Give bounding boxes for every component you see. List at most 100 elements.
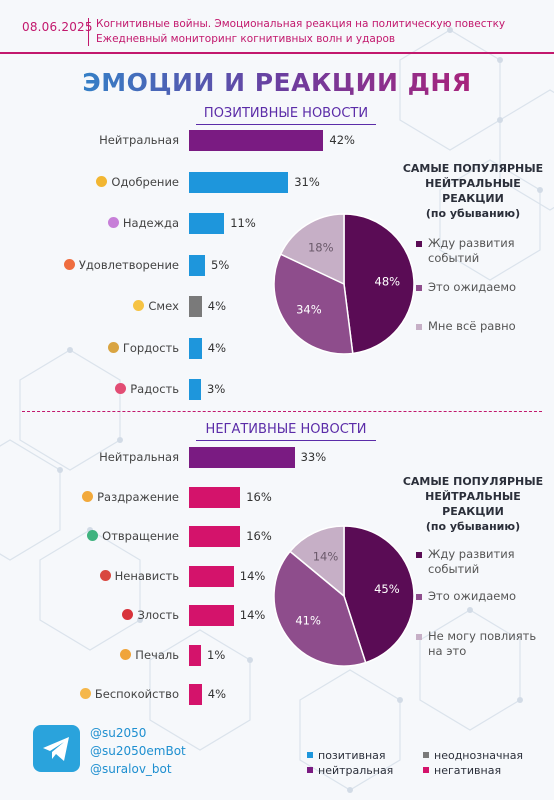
bar — [189, 213, 225, 234]
pie-legend-label: Мне всё равно — [428, 319, 516, 333]
bar-value-label: 16% — [246, 529, 272, 543]
header-subtitle-line1: Когнитивные войны. Эмоциональная реакция… — [96, 18, 506, 30]
pie-legend-label: Это ожидаемо — [428, 589, 517, 603]
bar-category-text: Раздражение — [97, 489, 179, 504]
legend-item-neutral: нейтральная — [307, 764, 393, 777]
negative-section-title: НЕГАТИВНЫЕ НОВОСТИ — [205, 422, 367, 437]
pie-value-label: 45% — [374, 582, 400, 596]
bar-value-label: 3% — [207, 382, 226, 396]
irritated-face-icon — [82, 490, 94, 502]
bar-category-text: Отвращение — [102, 529, 179, 543]
header-date: 08.06.2025 — [22, 20, 93, 34]
gift-icon — [115, 383, 127, 394]
pie-slice — [343, 213, 415, 355]
praying-hands-icon — [107, 217, 119, 228]
legend-swatch — [423, 767, 429, 773]
section-divider — [22, 411, 542, 412]
bar-category-label: Удовлетворение — [63, 257, 179, 272]
pie-legend-swatch — [416, 552, 422, 558]
pie-legend-item: Это ожидаемо — [416, 280, 546, 295]
negative-pie-title-line1: САМЫЕ ПОПУЛЯРНЫЕ — [402, 475, 544, 488]
bar-value-label: 33% — [300, 450, 327, 464]
legend-item-positive: позитивная — [307, 749, 386, 762]
bar-category-text: Одобрение — [111, 174, 179, 189]
bar-value-label: 1% — [207, 647, 226, 662]
positive-pie-title-line1: САМЫЕ ПОПУЛЯРНЫЕ — [402, 162, 544, 175]
pie-slice — [343, 525, 415, 664]
bar-category-label: Раздражение — [82, 490, 179, 504]
paper-plane-icon — [43, 737, 69, 761]
laughing-face-icon — [133, 300, 145, 311]
bar-category-text: Надежда — [122, 216, 179, 230]
pie-legend-item: Не могу повлиять на это — [416, 629, 546, 659]
footer-handles: @su2050 @su2050emBot @suralov_bot — [90, 724, 186, 778]
bar-category-text: Гордость — [122, 340, 179, 355]
bar — [189, 171, 289, 193]
bar — [189, 447, 295, 468]
bar-value-label: 14% — [239, 608, 266, 622]
bar — [189, 337, 202, 359]
bar — [189, 644, 201, 666]
bar-value-label: 11% — [230, 216, 256, 230]
pie-value-label: 14% — [313, 550, 339, 564]
negative-section-underline — [196, 440, 376, 441]
legend-label: позитивная — [318, 749, 386, 762]
bar-category-text: Ненависть — [114, 568, 179, 583]
pie-value-label: 18% — [308, 240, 334, 254]
bar — [189, 296, 202, 317]
bar-value-label: 16% — [246, 489, 272, 504]
bar-value-label: 4% — [207, 340, 227, 355]
pie-value-label: 41% — [295, 613, 321, 627]
bar — [189, 605, 234, 626]
pie-legend-label: Не могу повлиять на это — [428, 629, 537, 658]
handle-link[interactable]: @su2050 — [90, 726, 147, 740]
pie-value-label: 48% — [375, 274, 401, 288]
pie-legend-swatch — [416, 594, 422, 600]
bar-category-label: Нейтральная — [99, 450, 179, 464]
negative-pie-title-line3: (по убыванию) — [425, 520, 521, 533]
bar-category-label: Отвращение — [87, 529, 179, 543]
handle-link[interactable]: @su2050emBot — [90, 744, 186, 758]
pie-legend-item: Мне всё равно — [416, 319, 546, 334]
positive-pie-title-line2: НЕЙТРАЛЬНЫЕ РЕАКЦИИ — [425, 177, 521, 205]
handle-link[interactable]: @suralov_bot — [90, 762, 172, 776]
pie-legend-swatch — [416, 324, 422, 330]
bar-category-label: Радость — [115, 382, 179, 396]
main-title: ЭМОЦИИ И РЕАКЦИИ ДНЯ — [0, 68, 554, 97]
bar-category-text: Смех — [148, 299, 179, 313]
legend-label: неоднозначная — [434, 749, 524, 762]
positive-pie-title: САМЫЕ ПОПУЛЯРНЫЕ НЕЙТРАЛЬНЫЕ РЕАКЦИИ (по… — [398, 161, 548, 221]
pie-slice — [279, 213, 345, 286]
bar — [189, 565, 234, 587]
bar-value-label: 5% — [211, 257, 230, 272]
bar-category-label: Беспокойство — [79, 687, 179, 701]
pie-legend-swatch — [416, 285, 422, 291]
bar-category-label: Гордость — [107, 340, 179, 355]
negative-pie-title: САМЫЕ ПОПУЛЯРНЫЕ НЕЙТРАЛЬНЫЕ РЕАКЦИИ (по… — [398, 474, 548, 534]
pie-legend-swatch — [416, 634, 422, 640]
worried-face-icon — [79, 688, 91, 699]
legend-item-negative: негативная — [423, 764, 501, 777]
bar-category-label: Злость — [122, 608, 179, 622]
header-divider — [88, 18, 89, 46]
bar-category-label: Нейтральная — [99, 133, 179, 147]
bar-category-text: Печаль — [135, 647, 179, 662]
handshake-icon — [96, 175, 108, 187]
header-subtitle-line2: Ежедневный мониторинг когнитивных волн и… — [96, 33, 396, 45]
pie-legend-item: Это ожидаемо — [416, 589, 546, 604]
legend-swatch — [307, 767, 313, 773]
sad-face-icon — [120, 648, 132, 660]
bar-category-label: Надежда — [107, 216, 179, 230]
pie-slice — [273, 550, 367, 667]
legend-item-ambiguous: неоднозначная — [423, 749, 523, 762]
bar-category-label: Печаль — [120, 648, 179, 662]
legend-swatch — [307, 752, 313, 758]
pie-legend-label: Это ожидаемо — [428, 280, 517, 294]
legend-label: негативная — [434, 764, 502, 777]
bar — [189, 486, 241, 508]
bar — [189, 684, 202, 705]
pie-legend-label: Жду развития событий — [428, 236, 515, 265]
bar-value-label: 31% — [294, 174, 320, 189]
bar — [189, 526, 241, 547]
bar-category-text: Удовлетворение — [78, 257, 179, 272]
